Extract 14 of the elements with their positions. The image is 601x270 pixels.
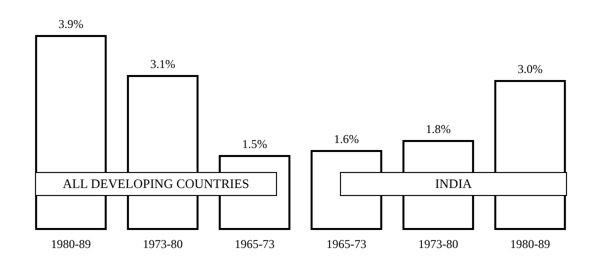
data-label: 3.9% [58,17,84,31]
data-label: 1.5% [242,137,268,151]
x-tick-label: 1973-80 [418,237,458,251]
x-tick-label: 1965-73 [234,237,275,251]
annotation: ALL DEVELOPING COUNTRIES [62,176,250,192]
data-label: 1.6% [334,132,359,146]
x-tick-label: 1980-89 [510,237,550,251]
x-tick-label: 1965-73 [326,237,366,251]
x-tick-label: 1973-80 [142,237,183,251]
x-tick-label: 1980-89 [50,237,91,251]
data-label: 1.8% [426,122,451,136]
data-label: 3.1% [150,57,176,71]
data-label: 3.0% [518,62,543,76]
annotation: INDIA [435,176,472,192]
